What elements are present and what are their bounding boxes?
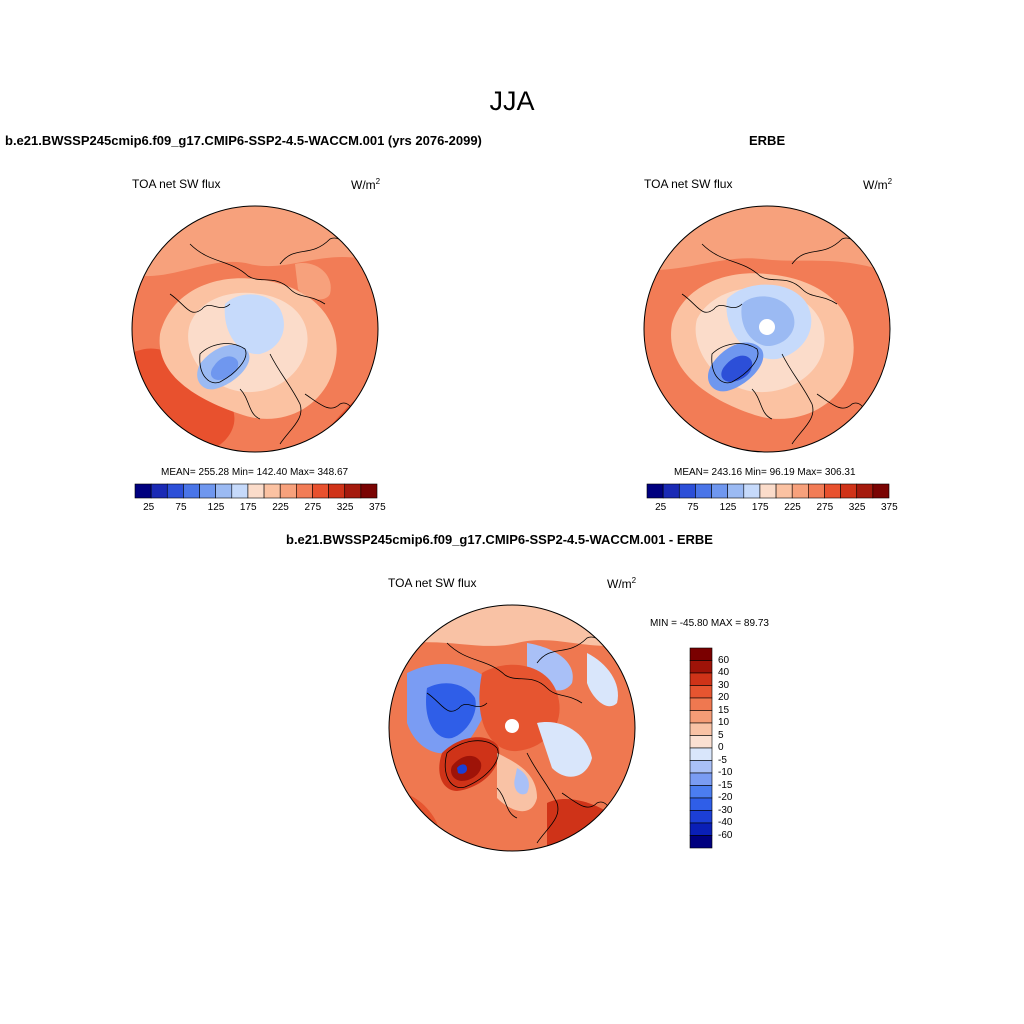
obs-colorbar-swatch: [824, 483, 841, 499]
diff-colorbar-tick: 5: [718, 729, 724, 741]
model-colorbar-swatch: [360, 483, 378, 499]
model-colorbar-swatch: [150, 483, 168, 499]
diff-colorbar-swatch: [689, 772, 713, 786]
diff-colorbar-tick: 30: [718, 679, 730, 691]
diff-colorbar-labels: 60 40 30 20 15 10 5 0 -5 -10 -15 -20 -30 -40 -60: [718, 648, 758, 848]
model-colorbar: [134, 483, 378, 499]
diff-colorbar-tick: 10: [718, 717, 730, 728]
model-colorbar-tick: 75: [175, 502, 187, 513]
obs-colorbar-swatch: [775, 483, 793, 499]
model-colorbar-tick: 325: [336, 502, 354, 513]
obs-colorbar-swatch: [872, 483, 890, 499]
obs-colorbar-swatch: [695, 483, 712, 499]
diff-colorbar-swatch: [689, 810, 713, 824]
model-units-label: W/m2: [351, 177, 381, 192]
diff-colorbar-swatch: [689, 747, 713, 761]
model-panel-title: b.e21.BWSSP245cmip6.f09_g17.CMIP6-SSP2-4…: [5, 133, 482, 148]
diff-colorbar-tick: -5: [718, 754, 727, 766]
model-colorbar-tick: 225: [272, 502, 289, 513]
obs-colorbar: [646, 483, 890, 499]
diff-colorbar-tick: -20: [718, 792, 733, 803]
obs-stats: MEAN= 243.16 Min= 96.19 Max= 306.31: [674, 467, 856, 478]
obs-polar-map: [643, 205, 891, 453]
obs-colorbar-swatch: [808, 483, 825, 499]
model-colorbar-swatch: [247, 483, 265, 499]
model-colorbar-labels: 25 75 125 175 225 275 325 375: [135, 502, 386, 516]
obs-colorbar-swatch: [759, 483, 777, 499]
obs-colorbar-tick: 225: [784, 502, 801, 513]
diff-colorbar-tick: 15: [718, 704, 730, 716]
model-colorbar-swatch: [183, 483, 200, 499]
diff-stats: MIN = -45.80 MAX = 89.73: [650, 618, 769, 629]
diff-units-label: W/m2: [607, 576, 637, 591]
diff-colorbar-tick: 0: [718, 742, 724, 753]
diff-colorbar-tick: -30: [718, 804, 733, 816]
obs-colorbar-swatch: [711, 483, 728, 499]
obs-colorbar-swatch: [727, 483, 745, 499]
diff-colorbar-tick: -10: [718, 767, 733, 778]
obs-colorbar-tick: 175: [751, 502, 769, 513]
diff-colorbar: [689, 647, 713, 849]
figure-title: JJA: [489, 86, 535, 116]
model-colorbar-swatch: [312, 483, 329, 499]
model-colorbar-swatch: [296, 483, 313, 499]
obs-variable-label: TOA net SW flux: [644, 177, 733, 191]
obs-colorbar-swatch: [840, 483, 858, 499]
model-colorbar-tick: 275: [304, 502, 322, 513]
model-colorbar-swatch: [344, 483, 362, 499]
model-colorbar-swatch: [166, 483, 184, 499]
diff-variable-label: TOA net SW flux: [388, 576, 477, 590]
model-colorbar-swatch: [134, 483, 152, 499]
model-polar-map: [131, 205, 379, 453]
obs-units-label: W/m2: [863, 177, 893, 192]
model-colorbar-swatch: [231, 483, 249, 499]
diff-colorbar-tick: -60: [718, 829, 733, 841]
obs-colorbar-tick: 125: [719, 502, 737, 513]
diff-colorbar-tick: 20: [718, 692, 730, 703]
diff-colorbar-tick: 40: [718, 667, 730, 678]
diff-colorbar-swatch: [689, 785, 713, 799]
diff-polar-map: [388, 604, 636, 852]
diff-colorbar-swatch: [689, 710, 713, 724]
diff-colorbar-swatch: [689, 835, 713, 849]
diff-colorbar-swatch: [689, 660, 713, 674]
model-variable-label: TOA net SW flux: [132, 177, 221, 191]
diff-colorbar-swatch: [689, 797, 713, 811]
model-colorbar-tick: 375: [369, 502, 386, 513]
diff-colorbar-swatch: [689, 672, 713, 686]
obs-colorbar-labels: 25 75 125 175 225 275 325 375: [647, 502, 898, 516]
obs-colorbar-tick: 375: [881, 502, 898, 513]
model-colorbar-swatch: [328, 483, 346, 499]
obs-colorbar-tick: 325: [848, 502, 866, 513]
model-colorbar-tick: 175: [239, 502, 257, 513]
diff-colorbar-swatch: [689, 722, 713, 736]
model-stats: MEAN= 255.28 Min= 142.40 Max= 348.67: [161, 467, 349, 478]
diff-colorbar-swatch: [689, 647, 713, 661]
diff-colorbar-tick: -40: [718, 817, 733, 828]
diff-colorbar-tick: -15: [718, 779, 733, 791]
diff-colorbar-swatch: [689, 760, 713, 774]
obs-colorbar-swatch: [646, 483, 664, 499]
obs-colorbar-tick: 75: [687, 502, 699, 513]
obs-colorbar-swatch: [678, 483, 696, 499]
model-colorbar-swatch: [279, 483, 297, 499]
model-colorbar-swatch: [263, 483, 281, 499]
model-colorbar-tick: 25: [143, 502, 155, 513]
obs-colorbar-swatch: [662, 483, 680, 499]
obs-panel-title: ERBE: [749, 133, 786, 148]
model-colorbar-swatch: [215, 483, 233, 499]
model-colorbar-swatch: [199, 483, 216, 499]
diff-panel-title: b.e21.BWSSP245cmip6.f09_g17.CMIP6-SSP2-4…: [286, 532, 713, 547]
obs-colorbar-tick: 275: [816, 502, 834, 513]
diff-colorbar-swatch: [689, 697, 713, 711]
obs-colorbar-swatch: [791, 483, 809, 499]
obs-colorbar-tick: 25: [655, 502, 667, 513]
diff-colorbar-swatch: [689, 822, 713, 836]
model-colorbar-tick: 125: [207, 502, 225, 513]
diff-colorbar-swatch: [689, 685, 713, 699]
diff-colorbar-tick: 60: [718, 654, 730, 666]
diff-colorbar-swatch: [689, 735, 713, 749]
obs-colorbar-swatch: [743, 483, 761, 499]
obs-colorbar-swatch: [856, 483, 874, 499]
